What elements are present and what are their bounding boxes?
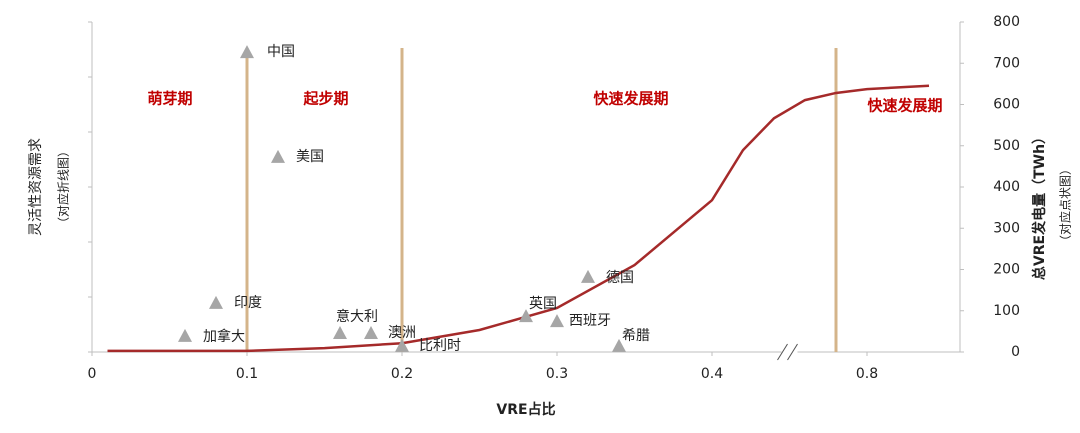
x-tick-label: 0.3 xyxy=(546,366,568,382)
y-axis-title: 灵活性资源需求 xyxy=(28,138,44,236)
country-point xyxy=(550,314,564,328)
country-label: 美国 xyxy=(296,149,324,165)
country-label: 希腊 xyxy=(622,328,650,344)
country-point xyxy=(178,328,192,342)
country-point xyxy=(395,338,409,352)
country-point xyxy=(612,338,626,352)
y-axis-subtitle: （对应折线图） xyxy=(56,145,71,229)
phase-label: 起步期 xyxy=(302,90,348,108)
y2-tick-label: 400 xyxy=(993,179,1020,195)
axis-break xyxy=(777,343,788,361)
country-point xyxy=(240,45,254,59)
y2-tick-label: 0 xyxy=(1011,344,1020,360)
country-label: 英国 xyxy=(529,295,557,312)
country-point xyxy=(581,269,595,283)
phase-label: 快速发展期 xyxy=(867,97,942,115)
country-point xyxy=(333,326,347,340)
country-label: 加拿大 xyxy=(203,328,245,345)
country-label: 中国 xyxy=(267,44,295,60)
country-label: 澳洲 xyxy=(388,325,416,341)
country-label: 德国 xyxy=(606,270,634,286)
y2-tick-label: 500 xyxy=(993,138,1020,154)
y2-tick-label: 300 xyxy=(993,220,1020,236)
demand-curve xyxy=(107,84,930,353)
x-axis-title: VRE占比 xyxy=(496,401,555,418)
y2-tick-label: 700 xyxy=(993,55,1020,71)
y2-tick-label: 800 xyxy=(993,14,1020,30)
y2-axis-title: 总VRE发电量（TWh） xyxy=(1031,130,1048,280)
x-tick-label: 0 xyxy=(88,366,97,382)
x-tick-label: 0.8 xyxy=(856,366,878,382)
country-point xyxy=(271,149,285,163)
phase-label: 萌芽期 xyxy=(147,90,192,108)
country-label: 意大利 xyxy=(336,308,378,325)
y2-tick-label: 200 xyxy=(993,262,1020,278)
y2-axis-subtitle: （对应点状图） xyxy=(1058,163,1073,247)
x-tick-label: 0.4 xyxy=(701,366,723,382)
x-tick-label: 0.1 xyxy=(236,366,258,382)
phase-label: 快速发展期 xyxy=(593,90,668,108)
axis-break xyxy=(787,343,798,361)
country-point xyxy=(364,326,378,340)
x-tick-label: 0.2 xyxy=(391,366,413,382)
country-point xyxy=(209,295,223,309)
country-point xyxy=(519,309,533,323)
country-label: 西班牙 xyxy=(569,313,611,329)
country-label: 比利时 xyxy=(419,338,461,354)
y2-tick-label: 100 xyxy=(993,303,1020,319)
country-label: 印度 xyxy=(234,295,262,311)
y2-tick-label: 600 xyxy=(993,97,1020,113)
